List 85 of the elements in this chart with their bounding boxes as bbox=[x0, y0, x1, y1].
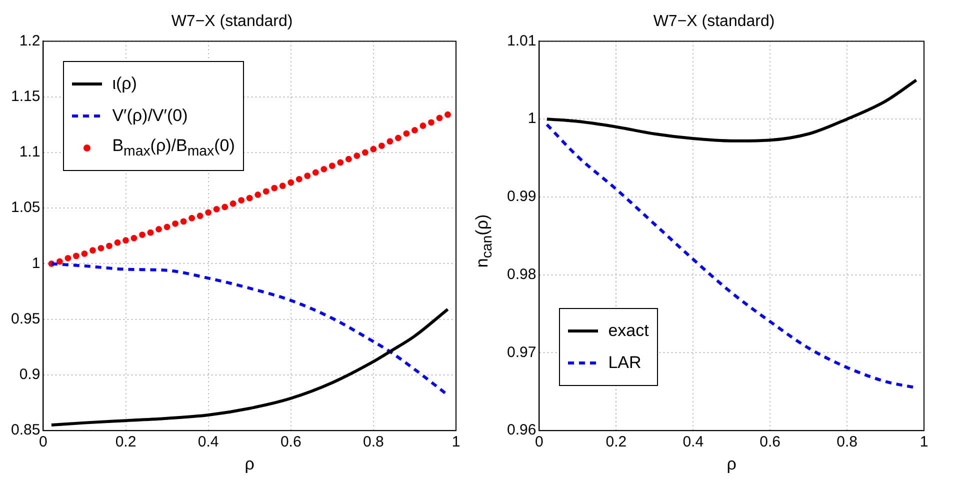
point bbox=[288, 179, 294, 186]
legend-label: V′(ρ)/V′(0) bbox=[112, 106, 188, 126]
legend-label: B$_{max}$(ρ)/B$_{max}$(0) bbox=[112, 136, 235, 160]
x-tick-label: 0.4 bbox=[198, 434, 219, 451]
x-tick-label: 0.2 bbox=[115, 434, 136, 451]
point bbox=[436, 114, 443, 122]
x-tick-label: 0.8 bbox=[836, 434, 858, 451]
point bbox=[122, 237, 129, 244]
x-axis-title: ρ bbox=[726, 454, 736, 474]
point bbox=[147, 229, 154, 236]
point bbox=[328, 162, 336, 170]
point bbox=[196, 212, 204, 220]
point bbox=[420, 122, 426, 129]
point bbox=[337, 159, 344, 166]
y-tick-label: 0.9 bbox=[19, 366, 40, 384]
y-tick-label: 1 bbox=[528, 110, 536, 128]
point bbox=[114, 239, 121, 246]
y-tick-label: 0.97 bbox=[506, 344, 536, 361]
point bbox=[296, 176, 302, 182]
y-tick-label: 1.2 bbox=[19, 32, 40, 50]
legend-label: exact bbox=[608, 320, 649, 341]
y-tick-label: 0.99 bbox=[506, 188, 536, 206]
x-tick-label: 0 bbox=[39, 434, 48, 451]
point bbox=[188, 214, 196, 222]
x-tick-label: 0 bbox=[535, 434, 544, 451]
point bbox=[412, 127, 418, 134]
point bbox=[362, 149, 368, 156]
point bbox=[345, 156, 352, 162]
point bbox=[444, 111, 451, 118]
point bbox=[271, 184, 278, 192]
point bbox=[279, 182, 286, 190]
point bbox=[320, 166, 328, 172]
point bbox=[164, 224, 170, 230]
x-tick-label: 0.8 bbox=[363, 434, 384, 451]
point bbox=[304, 172, 311, 180]
point bbox=[139, 232, 146, 238]
point bbox=[403, 130, 410, 137]
point bbox=[254, 192, 262, 198]
point bbox=[73, 252, 80, 260]
point bbox=[156, 226, 162, 232]
point bbox=[230, 200, 236, 207]
y-tick-label: 0.98 bbox=[506, 266, 536, 283]
legend-label: LAR bbox=[608, 352, 642, 373]
line-series bbox=[50, 308, 450, 427]
y-tick-label: 1.15 bbox=[10, 88, 40, 105]
point bbox=[64, 254, 72, 262]
point bbox=[370, 146, 377, 152]
x-tick-label: 0.2 bbox=[606, 434, 627, 451]
y-tick-label: 1.01 bbox=[506, 32, 536, 50]
x-tick-label: 0.6 bbox=[280, 434, 302, 451]
point bbox=[172, 220, 178, 227]
y-tick-label: 0.85 bbox=[10, 422, 40, 439]
point bbox=[130, 234, 138, 242]
y-tick-label: 0.95 bbox=[10, 310, 40, 328]
point bbox=[180, 218, 187, 225]
point bbox=[106, 242, 112, 250]
x-tick-label: 1 bbox=[452, 434, 460, 451]
point bbox=[312, 169, 319, 176]
point bbox=[386, 138, 394, 145]
y-tick-label: 1.05 bbox=[10, 199, 40, 216]
point bbox=[98, 244, 104, 252]
x-tick-label: 1 bbox=[920, 434, 928, 451]
point bbox=[213, 206, 220, 212]
x-axis-title: ρ bbox=[244, 454, 254, 474]
point bbox=[90, 247, 96, 254]
point bbox=[378, 142, 385, 149]
chart-title: W7−X (standard) bbox=[653, 13, 775, 30]
line-series bbox=[545, 78, 918, 142]
point bbox=[246, 194, 253, 202]
y-tick-label: 0.96 bbox=[506, 422, 536, 439]
point bbox=[395, 134, 402, 142]
y-tick-label: 1.1 bbox=[19, 144, 40, 161]
point bbox=[262, 188, 270, 195]
point bbox=[238, 197, 245, 204]
point bbox=[205, 209, 212, 216]
x-tick-label: 0.4 bbox=[682, 434, 704, 451]
y-tick-label: 1 bbox=[32, 254, 40, 272]
point bbox=[56, 258, 63, 265]
x-tick-label: 0.6 bbox=[760, 434, 781, 451]
point bbox=[428, 119, 434, 126]
point bbox=[222, 204, 228, 210]
legend-label: ι(ρ) bbox=[112, 74, 137, 94]
point bbox=[354, 152, 360, 159]
point bbox=[81, 250, 88, 257]
chart-title: W7−X (standard) bbox=[171, 13, 293, 30]
